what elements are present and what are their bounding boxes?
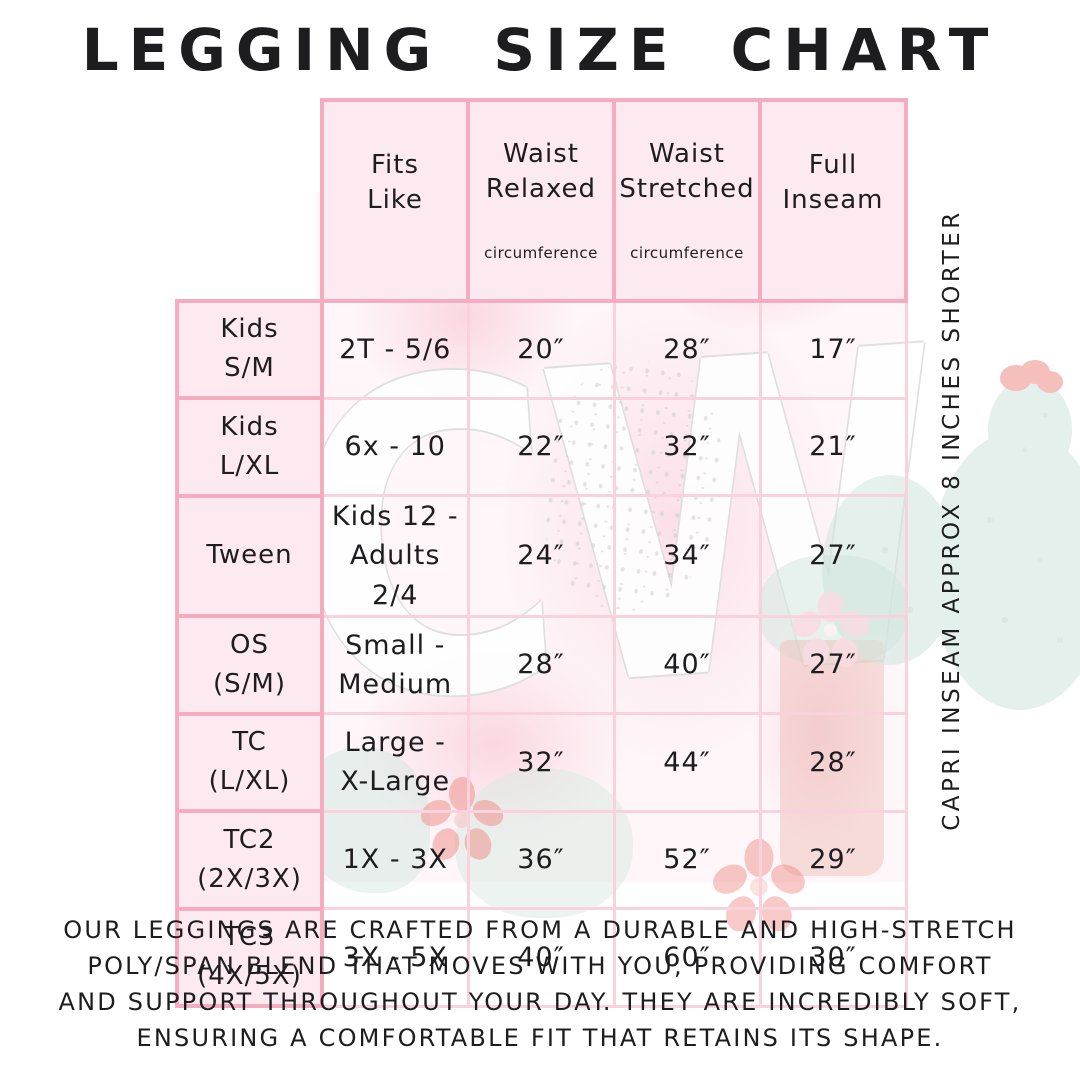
table-row: OS (S/M) Small - Medium 28″ 40″ 27″ [175,614,908,716]
waist-stretched-cell: 52″ [612,809,762,911]
table-row: Kids S/M 2T - 5/6 20″ 28″ 17″ [175,298,908,401]
waist-relaxed-cell: 22″ [466,396,616,498]
header-waist-relaxed: Waist Relaxed circumference [466,98,616,303]
capri-inseam-note: CAPRI INSEAM APPROX 8 INCHES SHORTER [939,209,965,831]
waist-relaxed-cell: 20″ [466,299,616,400]
fits-like-cell: 3X - 5X [320,907,470,1008]
header-full-inseam: Full Inseam [758,98,908,303]
size-label-cell: TC (L/XL) [175,711,324,814]
waist-stretched-cell: 60″ [612,907,762,1008]
fits-like-cell: 6x - 10 [320,396,470,498]
header-waist-stretched: Waist Stretched circumference [612,98,762,303]
corner-cell [177,100,322,301]
full-inseam-cell: 30″ [758,907,908,1008]
fits-like-cell: Kids 12 - Adults 2/4 [320,494,470,618]
table-row: TC2 (2X/3X) 1X - 3X 36″ 52″ 29″ [175,809,908,911]
product-description: OUR LEGGINGS ARE CRAFTED FROM A DURABLE … [58,916,1022,1052]
fits-like-cell: 2T - 5/6 [320,299,470,400]
table-row: Kids L/XL 6x - 10 22″ 32″ 21″ [175,396,908,498]
size-label-cell: TC2 (2X/3X) [175,809,324,911]
waist-relaxed-cell: 24″ [466,494,616,618]
full-inseam-cell: 21″ [758,396,908,498]
full-inseam-cell: 27″ [758,614,908,716]
fits-like-cell: Large - X-Large [320,712,470,813]
full-inseam-cell: 28″ [758,712,908,813]
waist-stretched-cell: 32″ [612,396,762,498]
size-label-cell: OS (S/M) [175,614,324,716]
size-label-cell: TC3 (4X/5X) [175,906,324,1009]
header-fits-like: Fits Like [320,98,470,303]
full-inseam-cell: 29″ [758,809,908,911]
size-label-cell: Kids L/XL [175,396,324,498]
full-inseam-cell: 17″ [758,299,908,400]
fits-like-cell: Small - Medium [320,614,470,716]
waist-stretched-cell: 44″ [612,712,762,813]
waist-stretched-cell: 40″ [612,614,762,716]
waist-stretched-cell: 34″ [612,494,762,618]
fits-like-cell: 1X - 3X [320,809,470,911]
size-chart-table: Fits Like Waist Relaxed circumference Wa… [175,98,908,1009]
waist-relaxed-cell: 40″ [466,907,616,1008]
waist-relaxed-cell: 32″ [466,712,616,813]
header-row: Fits Like Waist Relaxed circumference Wa… [177,98,908,303]
waist-relaxed-cell: 28″ [466,614,616,716]
table-row: TC (L/XL) Large - X-Large 32″ 44″ 28″ [175,711,908,814]
full-inseam-cell: 27″ [758,494,908,618]
waist-relaxed-cell: 36″ [466,809,616,911]
size-label-cell: Tween [175,493,324,619]
table-row: TC3 (4X/5X) 3X - 5X 40″ 60″ 30″ [175,906,908,1009]
table-row: Tween Kids 12 - Adults 2/4 24″ 34″ 27″ [175,493,908,619]
waist-stretched-cell: 28″ [612,299,762,400]
size-label-cell: Kids S/M [175,298,324,401]
page-title: LEGGING SIZE CHART [81,16,999,84]
